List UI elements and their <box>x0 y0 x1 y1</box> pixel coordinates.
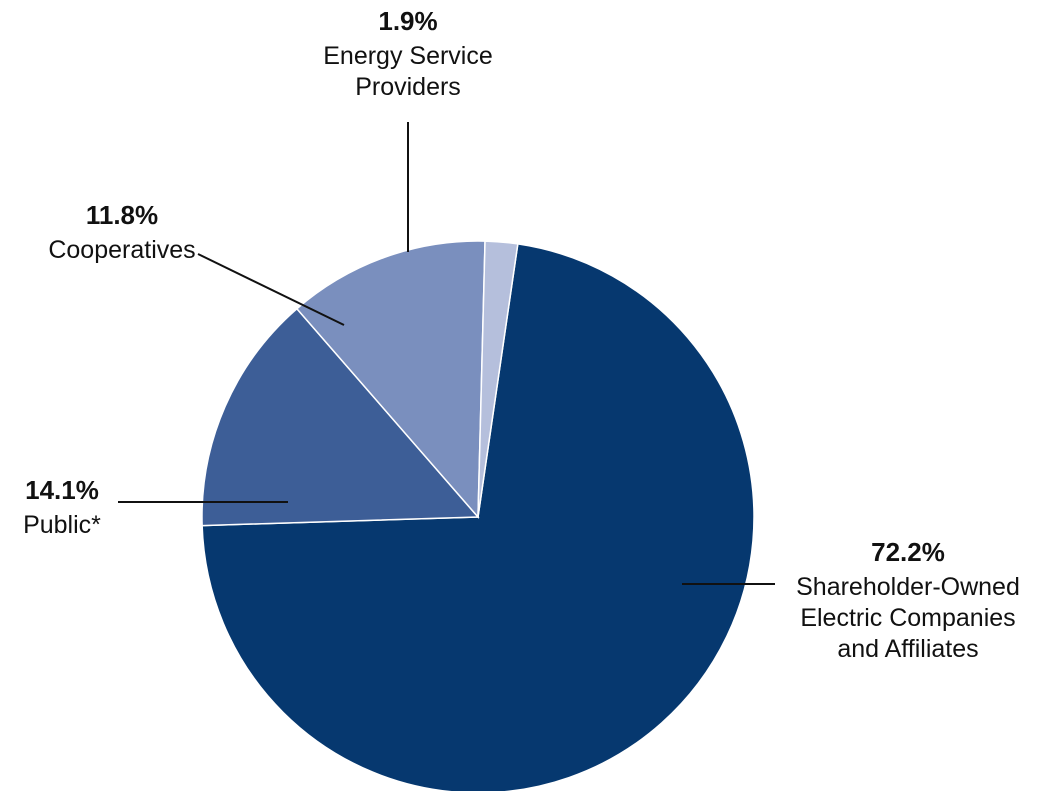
leader-lines <box>118 122 775 585</box>
pct-label-cooperatives: 11.8% <box>86 200 158 230</box>
slice-labels: 72.2% Shareholder-Owned Electric Companies… <box>23 6 1020 663</box>
category-label-shareholder-owned-electric-companies-and-affiliates-line-2: Electric Companies <box>800 604 1015 632</box>
pie-slice-energy-service-providers <box>477 240 519 518</box>
pct-label-energy-service-providers: 1.9% <box>378 6 437 36</box>
leader-line-cooperatives <box>197 253 345 326</box>
category-label-energy-service-providers-line-2: Providers <box>355 73 461 101</box>
category-label-cooperatives-line-1: Cooperatives <box>48 236 195 264</box>
category-label-energy-service-providers-line-1: Energy Service <box>323 42 493 70</box>
pie-slices <box>201 240 755 791</box>
category-label-shareholder-owned-electric-companies-and-affiliates-line-3: and Affiliates <box>837 635 978 663</box>
category-label-shareholder-owned-electric-companies-and-affiliates-line-1: Shareholder-Owned <box>796 573 1020 601</box>
pie-slice-cooperatives <box>295 240 486 519</box>
category-label-public-line-1: Public* <box>23 511 101 539</box>
pct-label-public: 14.1% <box>25 475 99 505</box>
pct-label-shareholder-owned-electric-companies-and-affiliates: 72.2% <box>871 537 945 567</box>
